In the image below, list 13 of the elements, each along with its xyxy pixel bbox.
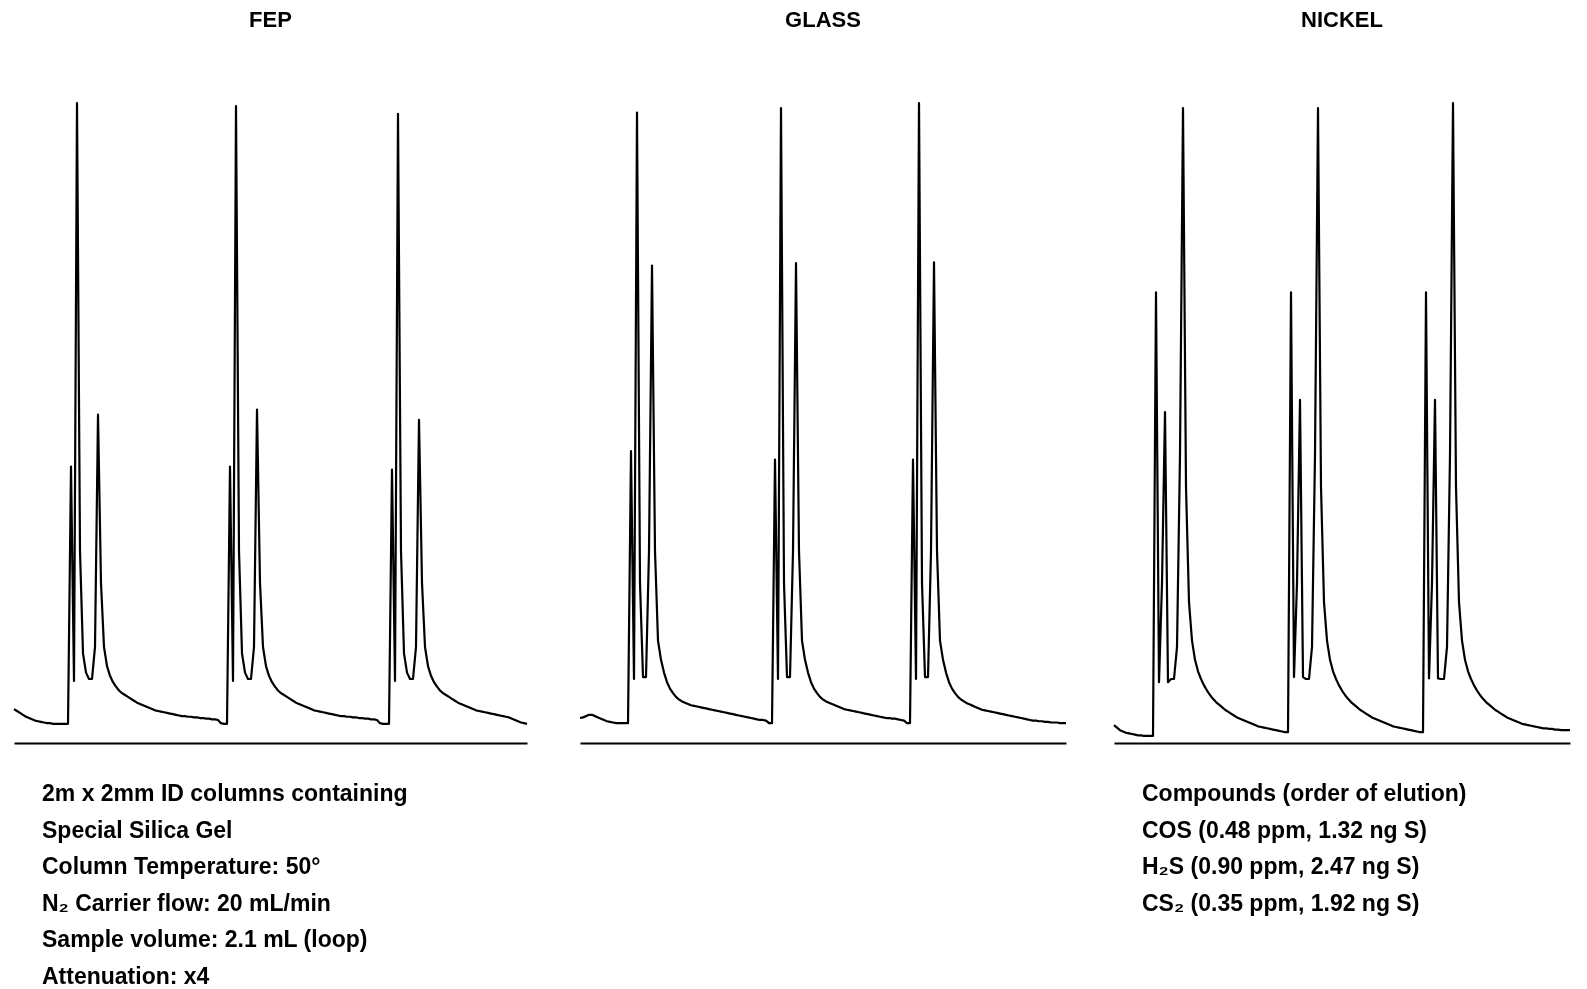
text: 2m x 2mm ID columns containing [42, 779, 409, 808]
text: Special Silica Gel [42, 815, 234, 845]
text: H₂S (0.90 ppm, 2.47 ng S) [1142, 852, 1421, 881]
text: Attenuation: x4 [42, 961, 211, 989]
chart-title: GLASS [785, 6, 861, 32]
chart-title: FEP [249, 6, 292, 32]
text: COS (0.48 ppm, 1.32 ng S) [1142, 815, 1429, 845]
text: Sample volume: 2.1 mL (loop) [42, 925, 369, 954]
text: CS₂ (0.35 ppm, 1.92 ng S) [1142, 888, 1421, 918]
text: Column Temperature: 50° [42, 852, 322, 881]
chart-title: NICKEL [1301, 6, 1383, 32]
text: N₂ Carrier flow: 20 mL/min [42, 888, 332, 918]
text: Compounds (order of elution) [1142, 779, 1468, 808]
